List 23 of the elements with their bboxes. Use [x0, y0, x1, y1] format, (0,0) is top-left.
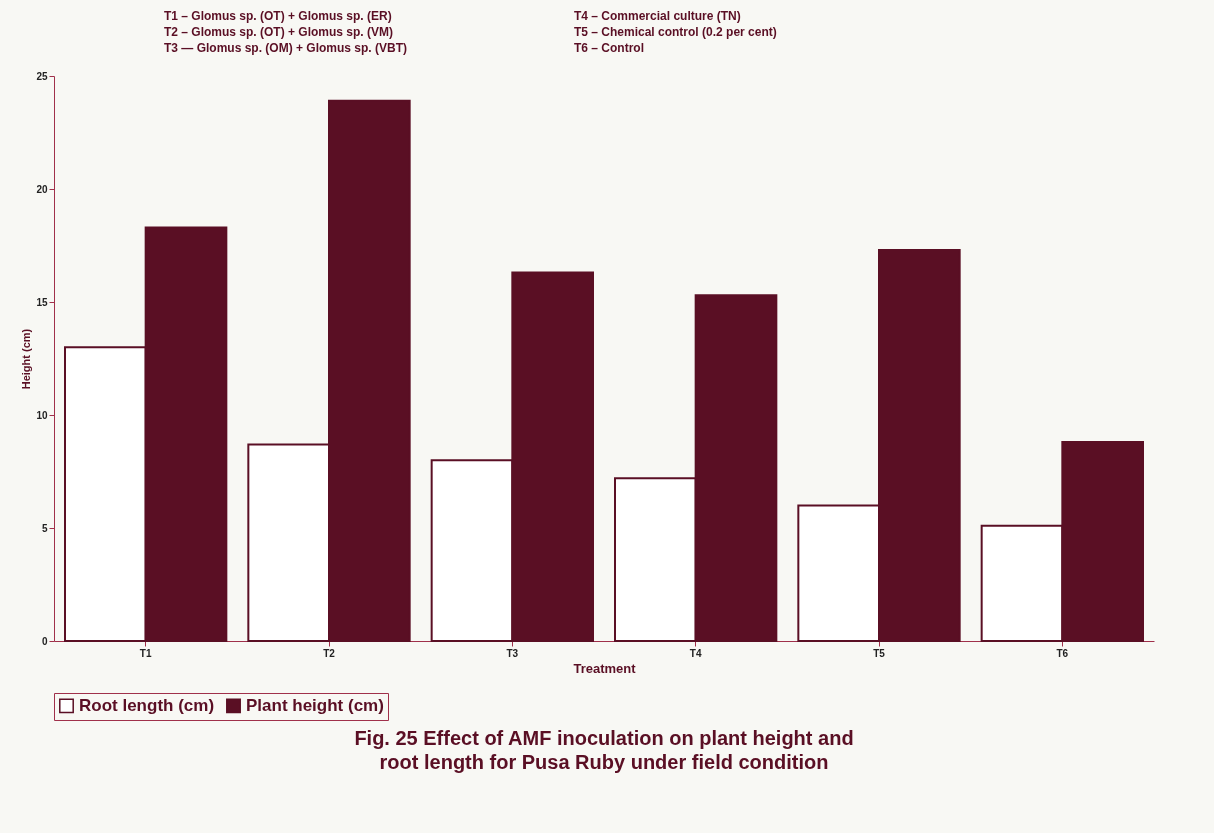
- y-tick-label: 20: [36, 183, 48, 195]
- text: T6 – Control: [574, 41, 645, 55]
- x-axis-title: Treatment: [573, 660, 637, 676]
- legend-label: Root length (cm): [79, 695, 215, 715]
- text: T1 – Glomus sp. (OT) + Glomus sp. (ER): [164, 9, 392, 23]
- y-tick-label: 5: [41, 522, 48, 534]
- text: T2 – Glomus sp. (OT) + Glomus sp. (VM): [164, 25, 394, 39]
- x-tick-label: T5: [873, 647, 886, 659]
- x-tick-label: T4: [689, 647, 702, 659]
- y-tick-label: 25: [36, 70, 48, 82]
- text: Fig. 25 Effect of AMF inoculation on plant height and root length for Pusa Ruby under field condition: [354, 726, 854, 773]
- text: T4 – Commercial culture (TN): [574, 9, 741, 23]
- text: T3 — Glomus sp. (OM) + Glomus sp. (VBT): [164, 41, 408, 55]
- legend-label: Plant height (cm): [246, 695, 384, 715]
- x-tick-label: T1: [139, 647, 152, 659]
- text: T5 – Chemical control (0.2 per cent): [574, 25, 777, 39]
- y-tick-label: 10: [36, 409, 48, 421]
- x-tick-label: T3: [506, 647, 519, 659]
- y-tick-label: 0: [41, 635, 48, 647]
- y-axis-title: Height (cm): [20, 328, 33, 390]
- y-tick-label: 15: [36, 296, 48, 308]
- x-tick-label: T2: [323, 647, 336, 659]
- x-tick-label: T6: [1056, 647, 1069, 659]
